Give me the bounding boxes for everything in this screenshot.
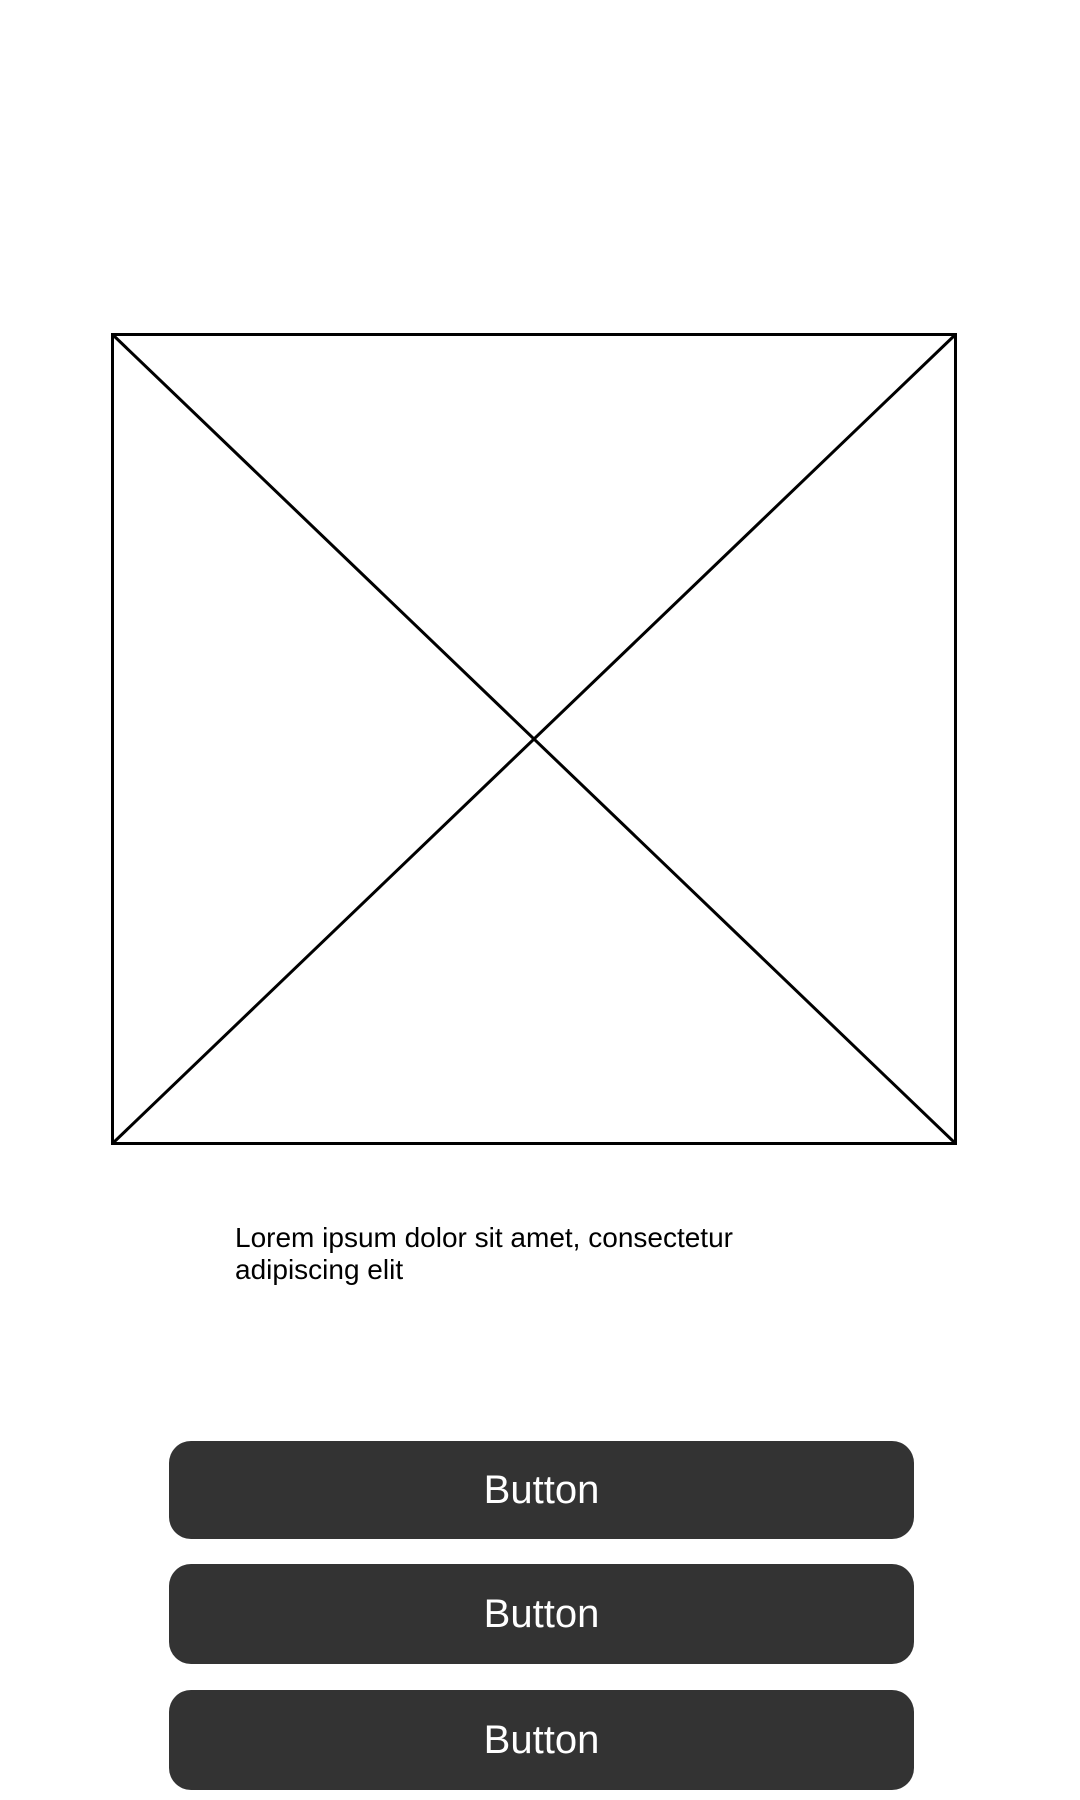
button-label: Button: [483, 1467, 600, 1512]
primary-button-3[interactable]: Button: [169, 1690, 914, 1790]
placeholder-frame: [111, 333, 957, 1145]
placeholder-diagonal-2: [111, 333, 957, 1145]
image-placeholder-icon: [111, 333, 957, 1145]
primary-button-2[interactable]: Button: [169, 1564, 914, 1664]
caption-text: Lorem ipsum dolor sit amet, consectetur …: [235, 1222, 733, 1285]
image-placeholder: [111, 333, 957, 1145]
primary-button-1[interactable]: Button: [169, 1441, 914, 1539]
button-label: Button: [483, 1717, 600, 1762]
button-label: Button: [483, 1591, 600, 1636]
